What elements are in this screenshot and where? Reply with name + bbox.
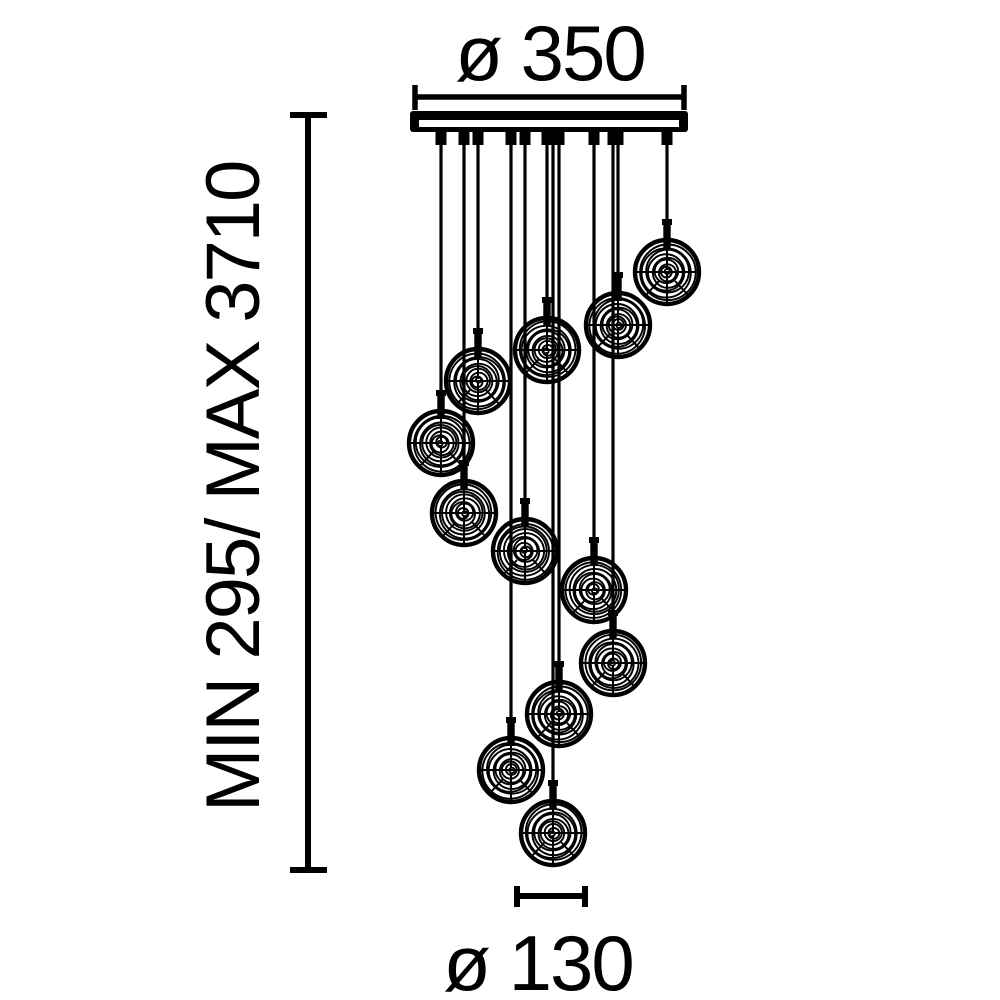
pendant-cord <box>435 132 447 419</box>
pendant-cord <box>553 132 565 690</box>
pendant-globe <box>583 290 653 360</box>
globe-diameter-label: ø 130 <box>443 919 634 1000</box>
pendant-cord <box>607 132 619 639</box>
pendant-cord <box>541 132 553 326</box>
pendant-globe <box>476 735 546 805</box>
pendant-globe <box>524 679 594 749</box>
pendant-globe <box>490 516 560 586</box>
pendant-cord <box>547 132 559 809</box>
canopy-diameter-dimension <box>412 85 687 110</box>
pendant-cord <box>588 132 600 566</box>
pendant-cord <box>661 132 673 248</box>
pendant-globe <box>559 555 629 625</box>
canopy-diameter-label: ø 350 <box>455 9 646 97</box>
height-dimension <box>290 112 327 873</box>
globe-diameter-dimension <box>514 886 588 907</box>
pendant-globe <box>518 798 588 868</box>
ceiling-canopy <box>410 111 688 132</box>
pendant-cord <box>472 132 484 357</box>
pendant-cord <box>519 132 531 527</box>
pendant-cord <box>458 132 470 489</box>
pendant-globe <box>632 237 702 307</box>
pendant-globe <box>578 628 648 698</box>
pendant-globe <box>429 478 499 548</box>
pendant-cord <box>505 132 517 746</box>
pendant-globe <box>443 346 513 416</box>
